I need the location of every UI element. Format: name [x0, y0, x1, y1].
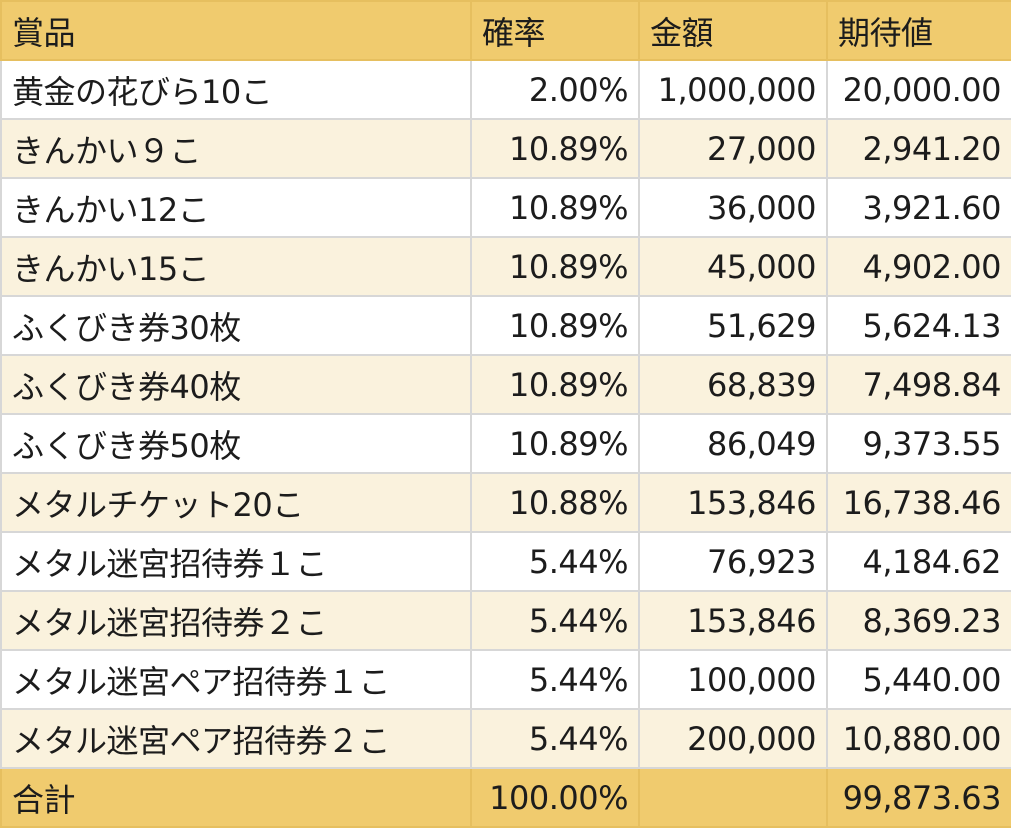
table-row: ふくびき券30枚 10.89% 51,629 5,624.13: [0, 295, 1011, 356]
cell-expected-value: 4,902.00: [826, 236, 1011, 297]
cell-expected-value: 8,369.23: [826, 590, 1011, 651]
cell-amount: 1,000,000: [638, 59, 828, 120]
cell-probability: 10.89%: [470, 236, 640, 297]
cell-amount: 27,000: [638, 118, 828, 179]
cell-probability: 5.44%: [470, 590, 640, 651]
cell-probability: 2.00%: [470, 59, 640, 120]
table-header: 賞品 確率 金額 期待値: [0, 0, 1011, 61]
cell-prize: 黄金の花びら10こ: [0, 59, 472, 120]
cell-prize: メタル迷宮ペア招待券１こ: [0, 649, 472, 710]
header-amount: 金額: [638, 0, 828, 61]
cell-probability: 10.89%: [470, 177, 640, 238]
cell-prize: きんかい９こ: [0, 118, 472, 179]
cell-expected-value: 2,941.20: [826, 118, 1011, 179]
cell-amount: 68,839: [638, 354, 828, 415]
cell-amount: 153,846: [638, 472, 828, 533]
cell-prize: ふくびき券30枚: [0, 295, 472, 356]
cell-prize: メタル迷宮招待券２こ: [0, 590, 472, 651]
cell-prize: ふくびき券40枚: [0, 354, 472, 415]
cell-prize: メタルチケット20こ: [0, 472, 472, 533]
header-row: 賞品 確率 金額 期待値: [0, 0, 1011, 61]
cell-amount: 51,629: [638, 295, 828, 356]
cell-expected-value: 20,000.00: [826, 59, 1011, 120]
cell-probability: 10.88%: [470, 472, 640, 533]
table-row: きんかい９こ 10.89% 27,000 2,941.20: [0, 118, 1011, 179]
cell-amount: 36,000: [638, 177, 828, 238]
table-row: メタル迷宮招待券２こ 5.44% 153,846 8,369.23: [0, 590, 1011, 651]
table-body: 黄金の花びら10こ 2.00% 1,000,000 20,000.00 きんかい…: [0, 59, 1011, 769]
table-row: ふくびき券40枚 10.89% 68,839 7,498.84: [0, 354, 1011, 415]
cell-probability: 10.89%: [470, 118, 640, 179]
cell-probability: 5.44%: [470, 708, 640, 769]
total-expected-value: 99,873.63: [826, 767, 1011, 828]
header-probability: 確率: [470, 0, 640, 61]
cell-expected-value: 4,184.62: [826, 531, 1011, 592]
cell-expected-value: 5,440.00: [826, 649, 1011, 710]
table-row: ふくびき券50枚 10.89% 86,049 9,373.55: [0, 413, 1011, 474]
cell-amount: 100,000: [638, 649, 828, 710]
cell-amount: 153,846: [638, 590, 828, 651]
header-prize: 賞品: [0, 0, 472, 61]
cell-amount: 76,923: [638, 531, 828, 592]
cell-probability: 10.89%: [470, 295, 640, 356]
table-row: メタル迷宮ペア招待券１こ 5.44% 100,000 5,440.00: [0, 649, 1011, 710]
cell-expected-value: 3,921.60: [826, 177, 1011, 238]
total-amount: [638, 767, 828, 828]
cell-expected-value: 5,624.13: [826, 295, 1011, 356]
cell-amount: 200,000: [638, 708, 828, 769]
total-label: 合計: [0, 767, 472, 828]
cell-amount: 86,049: [638, 413, 828, 474]
table-row: メタル迷宮招待券１こ 5.44% 76,923 4,184.62: [0, 531, 1011, 592]
total-probability: 100.00%: [470, 767, 640, 828]
cell-probability: 5.44%: [470, 531, 640, 592]
cell-expected-value: 7,498.84: [826, 354, 1011, 415]
header-expected-value: 期待値: [826, 0, 1011, 61]
cell-amount: 45,000: [638, 236, 828, 297]
table-row: きんかい12こ 10.89% 36,000 3,921.60: [0, 177, 1011, 238]
table-footer: 合計 100.00% 99,873.63: [0, 767, 1011, 828]
table-row: メタル迷宮ペア招待券２こ 5.44% 200,000 10,880.00: [0, 708, 1011, 769]
cell-prize: きんかい12こ: [0, 177, 472, 238]
cell-probability: 10.89%: [470, 413, 640, 474]
cell-expected-value: 9,373.55: [826, 413, 1011, 474]
total-row: 合計 100.00% 99,873.63: [0, 767, 1011, 828]
table-row: 黄金の花びら10こ 2.00% 1,000,000 20,000.00: [0, 59, 1011, 120]
table-row: きんかい15こ 10.89% 45,000 4,902.00: [0, 236, 1011, 297]
cell-prize: ふくびき券50枚: [0, 413, 472, 474]
cell-prize: きんかい15こ: [0, 236, 472, 297]
cell-prize: メタル迷宮招待券１こ: [0, 531, 472, 592]
cell-expected-value: 16,738.46: [826, 472, 1011, 533]
table-row: メタルチケット20こ 10.88% 153,846 16,738.46: [0, 472, 1011, 533]
cell-prize: メタル迷宮ペア招待券２こ: [0, 708, 472, 769]
cell-probability: 10.89%: [470, 354, 640, 415]
cell-probability: 5.44%: [470, 649, 640, 710]
cell-expected-value: 10,880.00: [826, 708, 1011, 769]
